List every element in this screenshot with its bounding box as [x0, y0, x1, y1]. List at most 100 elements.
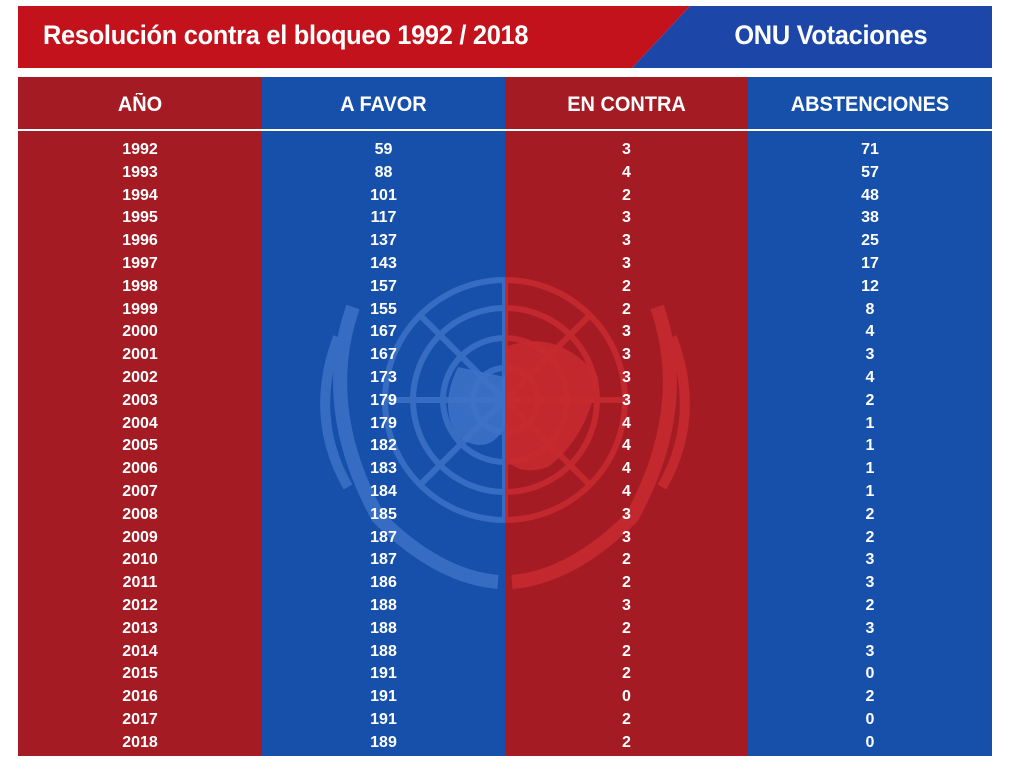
cell-contra: 3: [622, 209, 631, 227]
cell-favor: 173: [370, 368, 397, 386]
cell-contra: 3: [622, 323, 631, 341]
cell-favor: 157: [370, 277, 397, 295]
cell-favor: 189: [370, 733, 397, 751]
cell-contra: 0: [622, 688, 631, 706]
cell-favor: 188: [370, 642, 397, 660]
cell-year: 2015: [122, 665, 158, 683]
cell-contra: 2: [622, 277, 631, 295]
cell-favor: 179: [370, 414, 397, 432]
table-row: 1997 143 3 17: [18, 253, 992, 276]
cell-favor: 191: [370, 688, 397, 706]
table-row: 2015 191 2 0: [18, 663, 992, 686]
cell-abstenciones: 2: [865, 391, 875, 409]
table-row: 2005 182 4 1: [18, 435, 992, 458]
table-row: 2001 167 3 3: [18, 344, 992, 367]
page-title: Resolución contra el bloqueo 1992 / 2018: [43, 20, 529, 50]
cell-abstenciones: 1: [865, 437, 875, 455]
table-row: 2010 187 2 3: [18, 549, 992, 572]
header-background: [18, 6, 992, 68]
table-row: 1996 137 3 25: [18, 230, 992, 253]
cell-year: 2016: [122, 688, 158, 706]
cell-contra: 3: [622, 596, 631, 614]
cell-year: 1992: [122, 141, 158, 158]
cell-contra: 4: [622, 414, 631, 432]
cell-abstenciones: 0: [865, 733, 875, 751]
cell-favor: 187: [370, 551, 397, 569]
table-row: 2002 173 3 4: [18, 367, 992, 390]
table-row: 1995 117 3 38: [18, 207, 992, 230]
column-header-year: AÑO: [117, 93, 163, 116]
cell-favor: 117: [370, 209, 397, 227]
cell-year: 2004: [122, 414, 158, 432]
cell-abstenciones: 0: [865, 665, 875, 683]
cell-contra: 3: [622, 346, 631, 364]
cell-year: 2011: [122, 574, 158, 592]
table-body: 1992 59 3 71 1993 88 4 57 1994 101 2 48 1995 117 3 38 19…: [18, 139, 992, 755]
cell-year: 1993: [122, 163, 158, 181]
table-row: 2014 188 2 3: [18, 641, 992, 664]
cell-abstenciones: 4: [865, 368, 875, 386]
table-row: 1994 101 2 48: [18, 185, 992, 208]
column-header-favor: A FAVOR: [340, 93, 427, 116]
table-row: 2011 186 2 3: [18, 572, 992, 595]
cell-abstenciones: 71: [861, 141, 879, 158]
cell-favor: 188: [370, 596, 397, 614]
cell-favor: 187: [370, 528, 397, 546]
cell-abstenciones: 3: [865, 346, 875, 364]
table-row: 2009 187 3 2: [18, 527, 992, 550]
column-header-contra: EN CONTRA: [567, 93, 686, 116]
cell-abstenciones: 3: [865, 642, 875, 660]
table-row: 1999 155 2 8: [18, 299, 992, 322]
cell-abstenciones: 2: [865, 505, 875, 523]
cell-year: 2012: [122, 596, 158, 614]
cell-year: 2006: [122, 460, 158, 478]
cell-abstenciones: 3: [865, 551, 875, 569]
table-row: 1993 88 4 57: [18, 162, 992, 185]
cell-contra: 2: [622, 733, 631, 751]
cell-abstenciones: 1: [865, 460, 875, 478]
cell-favor: 183: [370, 460, 397, 478]
cell-contra: 2: [622, 642, 631, 660]
cell-contra: 2: [622, 665, 631, 683]
column-background-abstenciones: [748, 77, 992, 756]
column-header-abstenciones: ABSTENCIONES: [790, 93, 950, 116]
cell-year: 1999: [122, 300, 158, 318]
cell-year: 2001: [122, 346, 158, 364]
cell-abstenciones: 25: [861, 232, 879, 250]
cell-abstenciones: 48: [861, 186, 879, 204]
cell-year: 2009: [122, 528, 158, 546]
table-row: 2016 191 0 2: [18, 686, 992, 709]
cell-abstenciones: 3: [865, 619, 875, 637]
cell-contra: 3: [622, 141, 631, 158]
cell-year: 1998: [122, 277, 158, 295]
cell-year: 2018: [122, 733, 158, 751]
cell-abstenciones: 1: [865, 414, 875, 432]
cell-contra: 3: [622, 528, 631, 546]
table-row: 2000 167 3 4: [18, 321, 992, 344]
table-row: 2004 179 4 1: [18, 413, 992, 436]
cell-abstenciones: 57: [861, 163, 879, 181]
cell-contra: 3: [622, 368, 631, 386]
cell-favor: 143: [370, 254, 397, 272]
cell-year: 2000: [122, 323, 158, 341]
cell-year: 2005: [122, 437, 158, 455]
cell-contra: 4: [622, 437, 631, 455]
cell-contra: 2: [622, 574, 631, 592]
cell-year: 2014: [122, 642, 158, 660]
cell-year: 2008: [122, 505, 158, 523]
table-header-row: AÑO A FAVOR EN CONTRA ABSTENCIONES: [18, 77, 992, 131]
cell-contra: 2: [622, 710, 631, 728]
cell-contra: 4: [622, 482, 631, 500]
cell-year: 2013: [122, 619, 158, 637]
cell-abstenciones: 3: [865, 574, 875, 592]
table-row: 1992 59 3 71: [18, 139, 992, 162]
table-row: 2008 185 3 2: [18, 504, 992, 527]
cell-contra: 2: [622, 300, 631, 318]
cell-year: 1997: [122, 254, 158, 272]
cell-favor: 185: [370, 505, 397, 523]
cell-abstenciones: 0: [865, 710, 875, 728]
table-row: 2018 189 2 0: [18, 732, 992, 755]
cell-contra: 3: [622, 232, 631, 250]
cell-favor: 59: [374, 141, 393, 158]
table-row: 2007 184 4 1: [18, 481, 992, 504]
